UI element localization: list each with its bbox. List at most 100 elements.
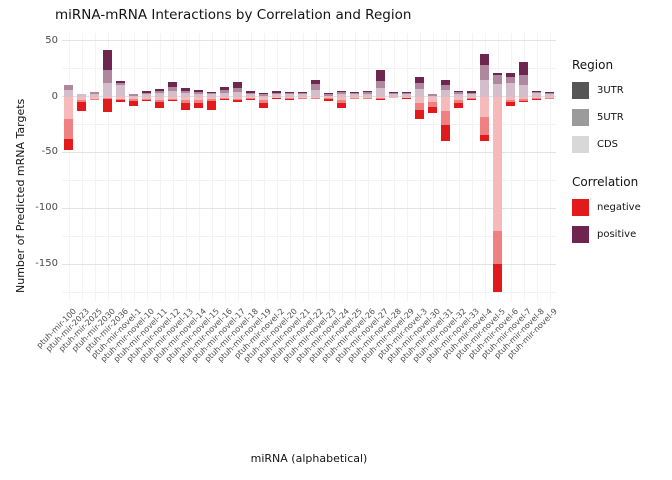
- bar-segment-positive-5UTR: [441, 85, 450, 90]
- bar-segment-positive-CDS: [194, 94, 203, 97]
- bar-segment-positive-5UTR: [220, 89, 229, 94]
- bar-segment-positive-CDS: [545, 94, 554, 97]
- bar-segment-negative-CDS: [519, 96, 528, 99]
- gridline-major: [62, 263, 556, 265]
- y-tick-label: -100: [35, 202, 58, 214]
- bar-segment-negative-3UTR: [402, 97, 411, 99]
- legend-group-region: Region 3UTR 5UTR CDS: [572, 58, 672, 153]
- bar-segment-positive-3UTR: [246, 91, 255, 94]
- bar-segment-positive-CDS: [233, 92, 242, 97]
- bar-segment-negative-5UTR: [415, 103, 424, 111]
- bar-segment-negative-CDS: [116, 96, 125, 99]
- bar-segment-positive-CDS: [350, 94, 359, 97]
- bar-segment-positive-CDS: [311, 89, 320, 97]
- bar-segment-positive-3UTR: [506, 73, 515, 77]
- bar-segment-positive-5UTR: [532, 92, 541, 94]
- gridline-vertical: [458, 33, 460, 301]
- gridline-vertical: [484, 33, 486, 301]
- bar-segment-positive-5UTR: [350, 93, 359, 95]
- bar-segment-negative-3UTR: [337, 103, 346, 108]
- bar-segment-positive-CDS: [116, 85, 125, 97]
- bar-segment-negative-5UTR: [103, 97, 112, 99]
- bar-segment-negative-CDS: [350, 96, 359, 98]
- bar-segment-positive-3UTR: [272, 91, 281, 94]
- gridline-vertical: [211, 33, 213, 301]
- bar-segment-negative-CDS: [493, 96, 502, 231]
- gridline-vertical: [354, 33, 356, 301]
- legend-item-label: CDS: [597, 139, 619, 150]
- bar-segment-negative-3UTR: [64, 139, 73, 151]
- bar-segment-positive-3UTR: [207, 92, 216, 94]
- gridline-vertical: [380, 33, 382, 301]
- bar-segment-negative-CDS: [376, 96, 385, 98]
- bar-segment-positive-5UTR: [311, 84, 320, 90]
- bar-segment-negative-CDS: [467, 96, 476, 98]
- bar-segment-positive-5UTR: [129, 94, 138, 96]
- bar-segment-positive-CDS: [363, 94, 372, 97]
- bar-segment-positive-CDS: [103, 83, 112, 97]
- bar-segment-positive-CDS: [259, 95, 268, 97]
- gridline-major: [62, 40, 556, 42]
- bar-segment-positive-CDS: [285, 94, 294, 97]
- bar-segment-positive-3UTR: [350, 92, 359, 94]
- bar-segment-negative-3UTR: [155, 102, 164, 108]
- bar-segment-positive-5UTR: [363, 92, 372, 95]
- bar-segment-positive-3UTR: [454, 91, 463, 93]
- bar-segment-positive-5UTR: [467, 93, 476, 95]
- bar-segment-negative-3UTR: [324, 98, 333, 102]
- bar-segment-positive-CDS: [519, 85, 528, 97]
- bar-segment-negative-3UTR: [194, 103, 203, 108]
- bar-segment-positive-5UTR: [545, 93, 554, 95]
- bar-segment-negative-5UTR: [480, 116, 489, 135]
- legend-item-5utr: 5UTR: [572, 109, 672, 126]
- legend-item-positive: positive: [572, 226, 672, 243]
- bar-segment-negative-5UTR: [77, 100, 86, 103]
- bar-segment-positive-5UTR: [298, 93, 307, 95]
- bar-segment-positive-5UTR: [428, 94, 437, 96]
- legend-item-label: 3UTR: [597, 85, 624, 96]
- legend-item-label: 5UTR: [597, 112, 624, 123]
- bar-segment-positive-3UTR: [402, 92, 411, 94]
- bar-segment-negative-5UTR: [428, 102, 437, 107]
- bar-segment-positive-5UTR: [389, 93, 398, 95]
- bar-segment-positive-5UTR: [207, 93, 216, 95]
- bar-segment-negative-CDS: [168, 96, 177, 99]
- bar-segment-positive-5UTR: [246, 93, 255, 95]
- bar-segment-positive-3UTR: [116, 81, 125, 84]
- legend-item-label: positive: [597, 229, 637, 240]
- bar-segment-negative-5UTR: [64, 118, 73, 140]
- bar-segment-negative-5UTR: [337, 100, 346, 104]
- gridline-vertical: [341, 33, 343, 301]
- bar-segment-positive-3UTR: [441, 79, 450, 86]
- bar-segment-positive-5UTR: [454, 92, 463, 95]
- bar-segment-negative-5UTR: [194, 100, 203, 104]
- bar-segment-positive-CDS: [415, 88, 424, 97]
- legend-swatch-cds: [572, 136, 589, 153]
- legend-item-label: negative: [597, 202, 641, 213]
- gridline-vertical: [250, 33, 252, 301]
- bar-segment-positive-3UTR: [545, 92, 554, 94]
- gridline-vertical: [302, 33, 304, 301]
- gridline-vertical: [510, 33, 512, 301]
- gridline-major: [62, 151, 556, 153]
- bar-segment-negative-3UTR: [246, 98, 255, 100]
- bar-segment-positive-CDS: [298, 94, 307, 97]
- bar-segment-positive-5UTR: [506, 76, 515, 84]
- bar-segment-negative-5UTR: [298, 97, 307, 99]
- bar-segment-negative-3UTR: [480, 134, 489, 142]
- legend-title-correlation: Correlation: [572, 175, 639, 189]
- bar-segment-positive-5UTR: [155, 91, 164, 94]
- bar-segment-negative-5UTR: [532, 97, 541, 99]
- legend-swatch-positive: [572, 226, 589, 243]
- gridline-vertical: [133, 33, 135, 301]
- gridline-vertical: [120, 33, 122, 301]
- bar-segment-positive-5UTR: [415, 83, 424, 89]
- bar-segment-negative-CDS: [311, 96, 320, 98]
- bar-segment-positive-CDS: [220, 93, 229, 97]
- bar-segment-positive-3UTR: [155, 88, 164, 92]
- bar-segment-positive-5UTR: [103, 69, 112, 84]
- bar-segment-negative-CDS: [389, 96, 398, 98]
- bar-segment-positive-3UTR: [259, 93, 268, 95]
- bar-segment-positive-3UTR: [415, 76, 424, 84]
- bar-segment-negative-CDS: [220, 96, 229, 98]
